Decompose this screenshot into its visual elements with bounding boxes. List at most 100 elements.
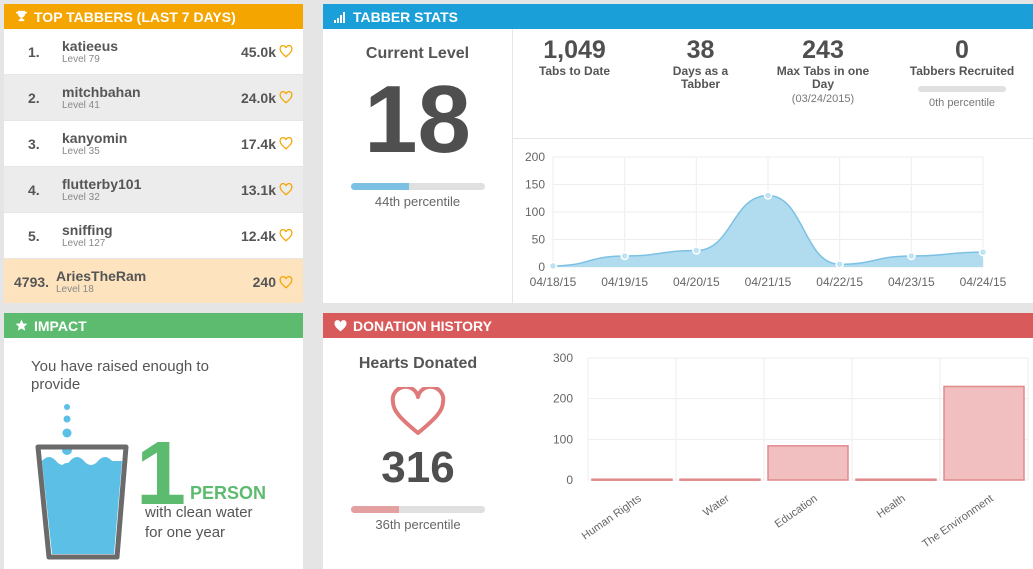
hearts-percentile-fill [351,506,400,513]
tabber-score: 45.0k [241,44,293,60]
heart-icon [333,319,347,333]
tabber-score-value: 17.4k [240,135,276,152]
heart-icon [279,229,293,242]
heart-icon [279,137,293,150]
stat-label: Tabbers Recruited [909,64,1015,78]
x-tick-label: 04/24/15 [960,275,1007,289]
tabber-row[interactable]: 1. katieeus Level 79 45.0k [4,29,303,75]
tabber-score: 240 [253,274,293,290]
data-point [548,261,558,271]
x-tick-label: Human Rights [580,492,644,542]
tabber-level: Level 127 [62,237,106,249]
tabber-score: 12.4k [241,228,293,244]
bar [767,445,849,481]
level-percentile-bar [350,183,485,190]
signal-bars-icon [333,10,347,24]
data-point [692,246,701,255]
tabber-level: Level 35 [62,145,100,157]
recruited-percentile-bar [918,86,1006,92]
tabber-score-value: 12.4k [240,227,276,244]
stat-value: 38 [686,36,715,64]
x-tick-label: Education [773,493,820,531]
bar [943,385,1025,481]
y-tick-label: 300 [553,351,573,365]
bar [679,478,761,481]
tabber-level: Level 32 [62,191,100,203]
heart-icon [279,183,293,196]
current-level-value: 18 [364,66,471,173]
impact-intro: You have raised enough to provide [31,358,209,393]
tabber-score-value: 24.0k [240,89,276,106]
tabber-level: Level 41 [62,99,100,111]
tabber-score: 24.0k [241,90,293,106]
tabber-level: Level 79 [62,53,100,65]
tabber-row[interactable]: 2. mitchbahan Level 41 24.0k [4,75,303,121]
tabber-rank: 3. [28,135,40,152]
impact-header: Impact [4,313,303,338]
current-level-box: Current Level 18 44th percentile [323,29,513,303]
donation-history-title: Donation History [353,317,492,334]
stat-tabbers-recruited: 0 Tabbers Recruited 0th percentile [907,35,1017,109]
impact-description: with clean water for one year [145,504,253,541]
hearts-donated-box: Hearts Donated 316 36th percentile [323,338,513,569]
impact-title: Impact [34,317,87,334]
tabber-name[interactable]: katieeus [62,37,119,54]
stat-max-tabs-day: 243 Max Tabs in one Day (03/24/2015) [768,35,878,105]
stat-label: Days as a Tabber [672,64,729,91]
heart-icon [279,275,293,289]
trophy-icon [14,10,28,24]
stat-label: Max Tabs in one Day [776,64,870,91]
hearts-percentile-label: 36th percentile [375,517,461,532]
donation-history-panel: Donation History Hearts Donated 316 36th… [323,313,1033,569]
x-tick-label: 04/19/15 [601,275,648,289]
data-point [620,251,629,261]
y-tick-label: 150 [525,178,545,192]
y-tick-label: 200 [553,392,573,406]
stat-label: Tabs to Date [538,64,611,78]
tabber-name[interactable]: flutterby101 [62,175,142,192]
top-tabbers-header: Top Tabbers (Last 7 Days) [4,4,303,29]
stat-cells: 1,049 Tabs to Date 38 Days as a Tabber 2… [513,29,1033,139]
tabber-score-value: 240 [252,274,276,290]
x-tick-label: Water [701,492,732,519]
hearts-donated-label: Hearts Donated [358,355,478,372]
data-point [835,260,844,269]
x-tick-label: 04/21/15 [745,275,792,289]
top-tabbers-title: Top Tabbers (Last 7 Days) [34,8,236,25]
y-tick-label: 0 [538,260,545,274]
tabber-rank: 5. [28,227,40,244]
tabber-name[interactable]: sniffing [62,221,113,238]
heart-icon [279,91,293,104]
tabber-row-current-user[interactable]: 4793. AriesTheRam Level 18 240 [4,259,303,303]
x-tick-label: 04/23/15 [888,275,935,289]
x-tick-label: Health [875,493,908,521]
tabber-row[interactable]: 3. kanyomin Level 35 17.4k [4,121,303,167]
hearts-percentile-bar [351,506,485,513]
tabber-rank: 1. [28,43,40,60]
impact-panel: Impact You have raised enough to provide… [4,313,303,569]
y-tick-label: 100 [525,205,545,219]
x-tick-label: 04/18/15 [530,275,577,289]
data-point [763,191,773,200]
heart-icon [279,45,293,58]
stat-sub: (03/24/2015) [791,93,855,105]
y-tick-label: 0 [566,473,573,487]
bar [591,478,673,481]
tabber-name[interactable]: mitchbahan [62,83,141,100]
data-point [907,251,916,261]
star-icon [14,319,28,333]
series-area [553,195,983,267]
tabber-row[interactable]: 5. sniffing Level 127 12.4k [4,213,303,259]
y-tick-label: 50 [532,233,546,247]
tabber-rank: 4793. [14,274,50,290]
current-level-label: Current Level [365,45,470,62]
tabber-score: 17.4k [241,136,293,152]
tabber-score-value: 13.1k [240,181,276,198]
impact-unit: PERSON [190,483,267,503]
tabber-name[interactable]: kanyomin [62,129,128,146]
y-tick-label: 200 [525,150,545,164]
tabber-row[interactable]: 4. flutterby101 Level 32 13.1k [4,167,303,213]
tabber-name[interactable]: AriesTheRam [56,268,147,284]
hearts-donated-value: 316 [381,443,455,492]
tabs-area-chart: 0 50 100 150 200 04/18/15 04/19/15 04/20/15 04/2… [525,150,1007,289]
